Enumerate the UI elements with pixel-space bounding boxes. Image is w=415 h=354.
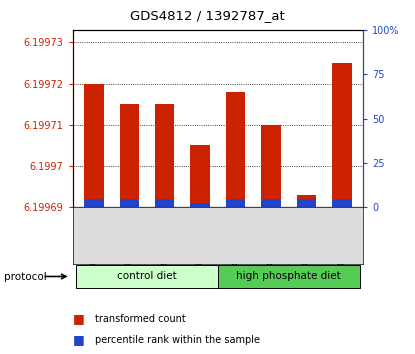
Bar	[84, 84, 104, 207]
Text: protocol: protocol	[4, 272, 47, 282]
Bar	[84, 199, 104, 207]
Text: transformed count: transformed count	[95, 314, 186, 324]
Bar	[190, 203, 210, 207]
Text: ■: ■	[73, 333, 84, 346]
Bar	[332, 199, 352, 207]
Text: high phosphate diet: high phosphate diet	[237, 272, 341, 281]
Text: GSM791841: GSM791841	[231, 210, 240, 265]
Bar	[297, 195, 316, 207]
Text: GSM791843: GSM791843	[302, 210, 311, 265]
Bar	[155, 199, 174, 207]
Text: GSM791842: GSM791842	[266, 210, 276, 265]
Bar	[120, 199, 139, 207]
Text: control diet: control diet	[117, 272, 177, 281]
FancyBboxPatch shape	[76, 265, 218, 288]
FancyBboxPatch shape	[218, 265, 359, 288]
Text: ■: ■	[73, 312, 84, 325]
Bar	[332, 63, 352, 207]
Bar	[261, 199, 281, 207]
Text: GSM791844: GSM791844	[337, 210, 347, 265]
Bar	[190, 145, 210, 207]
Text: GSM791839: GSM791839	[160, 210, 169, 265]
Text: GDS4812 / 1392787_at: GDS4812 / 1392787_at	[130, 9, 285, 22]
Text: percentile rank within the sample: percentile rank within the sample	[95, 335, 261, 345]
Bar	[120, 104, 139, 207]
Bar	[261, 125, 281, 207]
Text: GSM791838: GSM791838	[125, 210, 134, 265]
Bar	[155, 104, 174, 207]
Text: GSM791840: GSM791840	[195, 210, 205, 265]
Bar	[226, 199, 245, 207]
Text: GSM791837: GSM791837	[89, 210, 98, 265]
Bar	[226, 92, 245, 207]
Bar	[297, 199, 316, 207]
